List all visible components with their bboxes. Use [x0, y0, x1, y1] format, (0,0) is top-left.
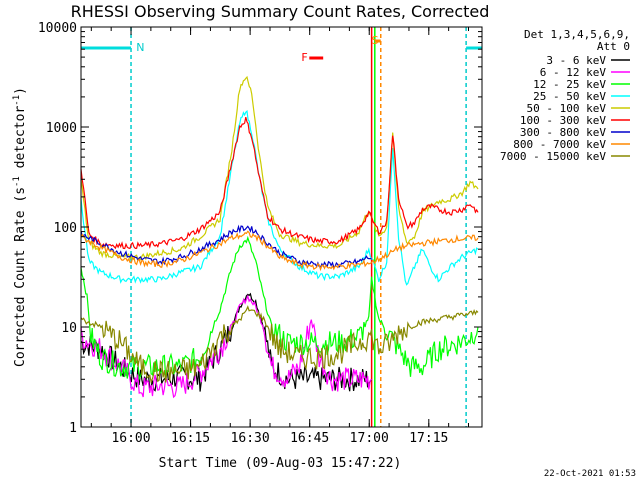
legend-label-25-50-kev: 25 - 50 keV [533, 90, 606, 103]
y-tick-label: 1 [69, 421, 77, 436]
series-line-800-7000-kev [80, 230, 479, 272]
series-line-25-50-kev [80, 110, 479, 286]
legend-label-6-12-kev: 6 - 12 keV [540, 66, 607, 79]
x-tick-label: 16:45 [290, 431, 329, 446]
legend-label-12-25-kev: 12 - 25 keV [533, 78, 606, 91]
chart-title: RHESSI Observing Summary Count Rates, Co… [71, 2, 490, 21]
annotation-f: F [301, 51, 307, 64]
legend-header-1: Att 0 [597, 40, 630, 53]
series-line-7000-15000-kev [80, 305, 479, 384]
legend-label-3-6-kev: 3 - 6 keV [546, 54, 606, 67]
legend-label-800-7000-kev: 800 - 7000 keV [513, 138, 606, 151]
series-line-100-300-kev [80, 116, 479, 250]
y-axis: 1 10 100 1000 10000 [38, 21, 482, 436]
legend-label-100-300-kev: 100 - 300 keV [520, 114, 606, 127]
y-tick-label: 1000 [46, 121, 77, 136]
x-tick-label: 16:00 [111, 431, 150, 446]
series-line-50-100-kev [80, 75, 479, 261]
y-tick-label: 10000 [38, 21, 77, 36]
y-tick-label: 100 [54, 221, 77, 236]
x-tick-label: 16:15 [171, 431, 210, 446]
x-tick-label: 17:15 [409, 431, 448, 446]
annotation-n: N [136, 41, 144, 54]
legend-label-7000-15000-kev: 7000 - 15000 keV [500, 150, 606, 163]
series-line-6-12-kev [80, 294, 373, 399]
annotation-s: S [372, 34, 379, 47]
y-tick-label: 10 [61, 321, 77, 336]
x-axis-label: Start Time (09-Aug-03 15:47:22) [159, 456, 402, 471]
legend-label-50-100-kev: 50 - 100 keV [527, 102, 607, 115]
legend-header-0: Det 1,3,4,5,6,9, [524, 28, 630, 41]
y-axis-label: Corrected Count Rate (s-1 detector-1) [12, 87, 28, 367]
series-line-12-25-kev [80, 235, 479, 382]
x-tick-label: 17:00 [350, 431, 389, 446]
x-axis: 16:00 16:15 16:30 16:45 17:00 17:15 [90, 27, 470, 446]
x-tick-label: 16:30 [231, 431, 270, 446]
series-layer [80, 75, 479, 399]
generation-timestamp: 22-Oct-2021 01:53 [544, 469, 636, 479]
legend-label-300-800-kev: 300 - 800 keV [520, 126, 606, 139]
flag-markers: N F S [81, 34, 482, 64]
